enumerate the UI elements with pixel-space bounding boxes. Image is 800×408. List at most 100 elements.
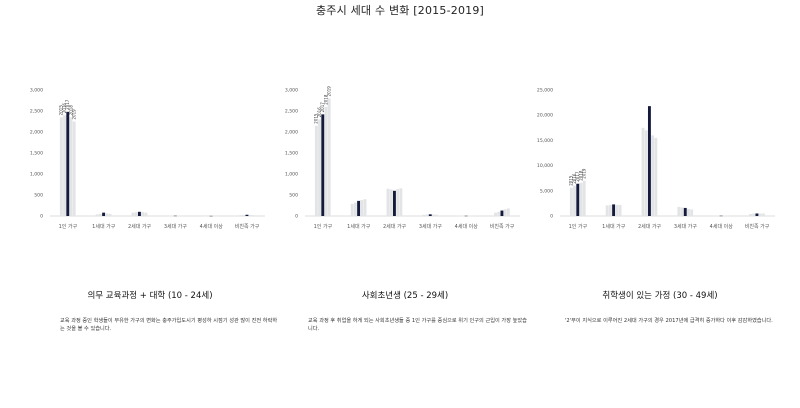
bar-2015-6 — [494, 212, 497, 216]
bar-2018-2 — [105, 213, 109, 216]
bar-chart-families: 0 5,000 10,000 15,000 20,000 25,000 1인 가구 1세대 가… — [537, 88, 775, 230]
bar-2015-2 — [350, 203, 354, 216]
year-label-2015: 2015 — [314, 113, 319, 124]
bar-2019-6 — [506, 208, 510, 216]
bar-2018-1 — [324, 106, 328, 216]
x-tick-label: 1인 가구 — [59, 223, 78, 230]
bar-2017-2 — [612, 204, 616, 216]
bar-2019-2 — [363, 199, 367, 216]
bar-2016-6 — [752, 213, 756, 216]
y-tick-label: 0 — [550, 214, 553, 220]
y-tick-label: 1,000 — [30, 172, 43, 178]
bar-2016-1 — [318, 119, 322, 216]
bar-2018-6 — [758, 213, 762, 216]
y-tick-label: 5,000 — [540, 188, 553, 194]
year-label-2015: 2015 — [569, 175, 574, 186]
x-tick-label: 1세대 가구 — [602, 223, 626, 230]
x-tick-label: 3세대 가구 — [674, 223, 698, 230]
y-tick-label: 2,500 — [285, 109, 298, 115]
year-label-2018: 2018 — [578, 170, 583, 181]
bar-2015-2 — [95, 214, 99, 216]
bar-2018-3 — [651, 135, 655, 216]
chart-panel-families: 0 5,000 10,000 15,000 20,000 25,000 1인 가구 1세대 가… — [537, 84, 780, 384]
y-tick-label: 500 — [289, 193, 298, 199]
chart-description-families: '2'무이 지식으로 이루어진 2세대 가구의 경우 2017년에 급격히 증가… — [565, 318, 773, 324]
bar-chart-education: 0 500 1,000 1,500 2,000 2,500 3,000 1인 가구 1세대 가구… — [30, 88, 265, 230]
page-title: 충주시 세대 수 변화 [2015-2019] — [315, 4, 485, 17]
x-tick-label: 비친족 가구 — [745, 223, 770, 230]
x-tick-label: 4세대 이상 — [710, 223, 734, 230]
x-tick-label: 비친족 가구 — [235, 223, 260, 230]
x-tick-label: 3세대 가구 — [419, 223, 443, 230]
bar-2018-3 — [141, 212, 145, 216]
bar-2019-4 — [435, 214, 439, 216]
y-tick-label: 2,000 — [30, 130, 43, 136]
year-label-2019: 2019 — [582, 168, 587, 179]
bar-2018-6 — [248, 214, 252, 216]
x-tick-label: 비친족 가구 — [490, 223, 515, 230]
y-tick-label: 1,000 — [285, 172, 298, 178]
bar-2018-2 — [360, 200, 364, 216]
bar-2016-3 — [134, 212, 138, 216]
bar-2019-3 — [654, 137, 658, 216]
x-tick-label: 2세대 가구 — [128, 223, 152, 230]
chart-description-education: 교육 과정 중인 학생들이 부유한 가구의 변화는 충주가입도시기 평성하 시점… — [60, 318, 278, 332]
y-tick-label: 2,500 — [30, 109, 43, 115]
y-tick-label: 20,000 — [537, 113, 553, 119]
bar-2016-6 — [497, 211, 501, 216]
bar-2016-2 — [98, 213, 102, 216]
y-tick-label: 3,000 — [285, 88, 298, 94]
bar-2018-1 — [69, 117, 73, 216]
bar-2019-6 — [251, 215, 255, 216]
bar-2017-6 — [245, 214, 249, 216]
bar-2017-6 — [500, 210, 504, 216]
bar-2017-3 — [392, 190, 396, 216]
y-tick-label: 25,000 — [537, 88, 553, 94]
bar-2019-2 — [108, 213, 112, 216]
x-tick-label: 4세대 이상 — [455, 223, 479, 230]
y-tick-label: 1,500 — [30, 151, 43, 157]
bar-2018-2 — [615, 204, 619, 216]
bar-2015-3 — [641, 127, 645, 216]
bar-2016-3 — [644, 130, 648, 216]
bar-2018-3 — [396, 189, 400, 216]
bar-2015-4 — [422, 214, 426, 216]
bar-2017-1 — [576, 183, 580, 216]
year-label-2015: 2015 — [59, 105, 64, 116]
y-tick-label: 500 — [34, 193, 43, 199]
bar-2017-3 — [137, 211, 141, 216]
bar-2019-6 — [761, 213, 765, 216]
bar-2015-6 — [239, 215, 242, 216]
year-label-2016: 2016 — [572, 173, 577, 184]
year-label-2019: 2019 — [72, 109, 77, 120]
bar-2016-2 — [353, 202, 357, 216]
bar-2019-1 — [72, 121, 76, 216]
bar-2019-2 — [618, 204, 622, 216]
x-tick-label: 1세대 가구 — [347, 223, 371, 230]
x-tick-label: 3세대 가구 — [164, 223, 188, 230]
chart-description-young-adults: 교육 과정 후 취업을 하게 되는 사회초년생들 중 1인 가구를 중심으로 위… — [308, 318, 527, 332]
y-tick-label: 2,000 — [285, 130, 298, 136]
bar-2015-1 — [59, 117, 63, 216]
y-tick-label: 0 — [40, 214, 43, 220]
x-tick-label: 4세대 이상 — [200, 223, 224, 230]
y-tick-label: 10,000 — [537, 163, 553, 169]
year-label-2017: 2017 — [320, 102, 325, 113]
year-label-2016: 2016 — [62, 103, 67, 114]
chart-title-young-adults: 사회초년생 (25 - 29세) — [361, 291, 449, 301]
bar-2019-3 — [144, 212, 148, 216]
x-tick-label: 1세대 가구 — [92, 223, 116, 230]
bar-2015-2 — [605, 205, 609, 216]
x-tick-label: 2세대 가구 — [638, 223, 662, 230]
chart-title-families: 취학생이 있는 가정 (30 - 49세) — [602, 291, 718, 301]
x-tick-label: 1인 가구 — [569, 223, 588, 230]
bar-2017-1 — [66, 111, 70, 216]
year-label-2017: 2017 — [65, 99, 70, 110]
bar-2019-1 — [582, 180, 586, 216]
bar-2018-1 — [579, 182, 583, 216]
bar-2016-1 — [573, 185, 577, 216]
year-label-2019: 2019 — [327, 86, 332, 97]
bar-2018-4 — [432, 214, 435, 216]
year-label-2016: 2016 — [317, 107, 322, 118]
bar-2016-3 — [389, 189, 393, 216]
